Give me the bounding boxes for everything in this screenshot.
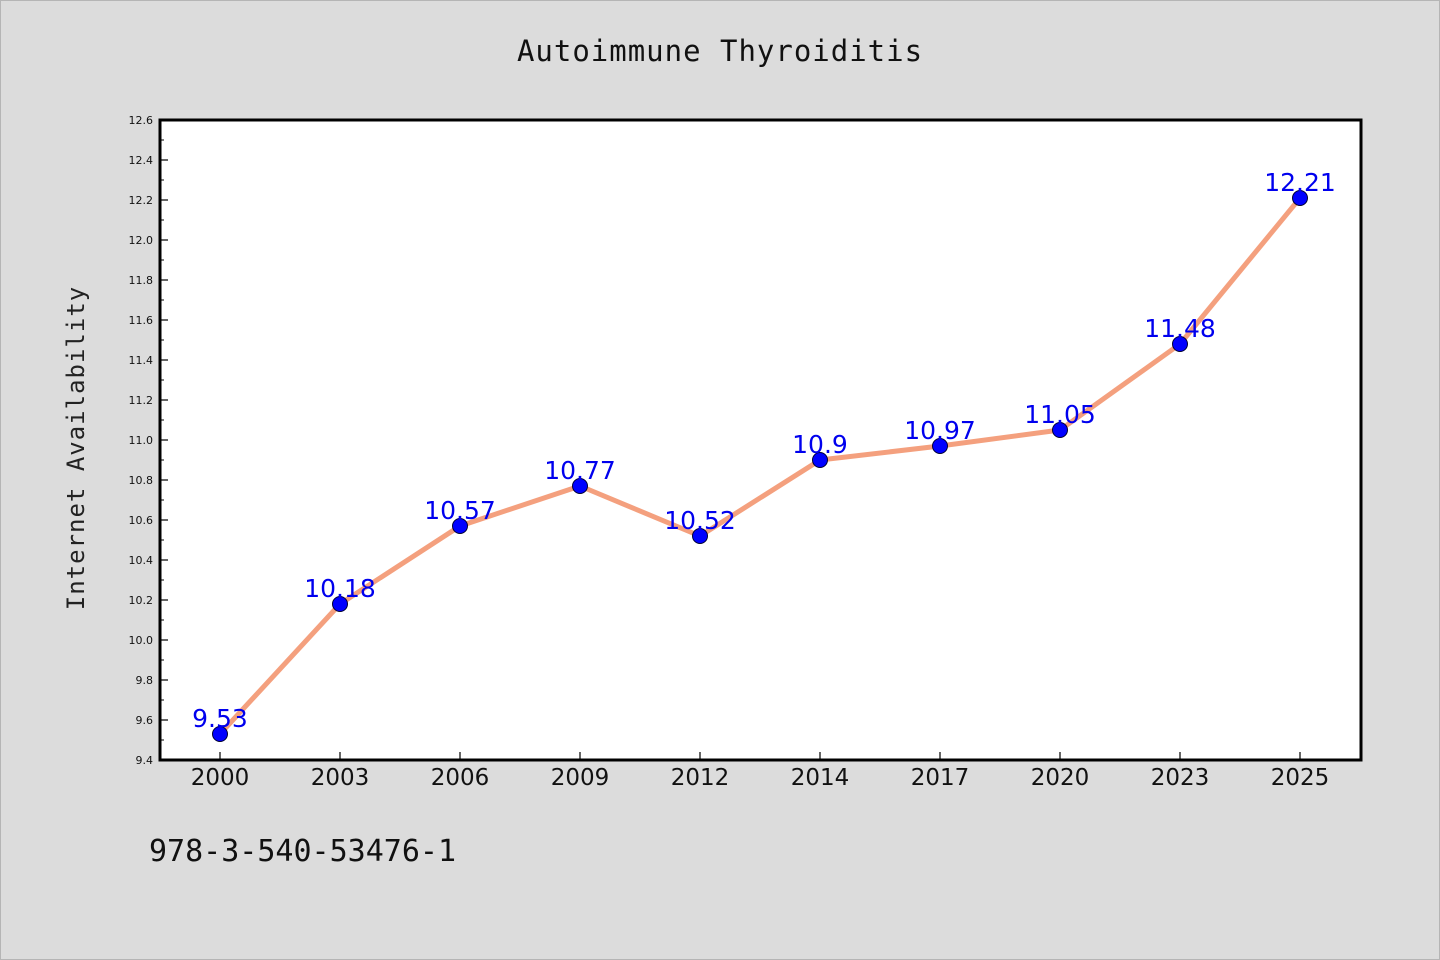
data-point	[1292, 190, 1308, 206]
x-tick-label: 2014	[791, 765, 850, 791]
data-label: 9.53	[192, 704, 248, 733]
y-tick-label: 11.2	[129, 394, 154, 407]
y-tick-label: 10.0	[129, 634, 154, 647]
series-line	[217, 195, 1303, 737]
data-point	[692, 528, 708, 544]
y-tick-label: 9.4	[136, 754, 154, 767]
y-axis-ticks: 9.4 9.6 9.8 10.0 10.2 10.4 10.6 10.8 11.0 11.2 11.…	[129, 114, 168, 767]
x-tick-label: 2012	[671, 765, 730, 791]
footer-code: 978-3-540-53476-1	[149, 834, 457, 869]
x-tick-label: 2020	[1031, 765, 1090, 791]
y-tick-label: 11.6	[129, 314, 154, 327]
y-tick-label: 10.2	[129, 594, 154, 607]
x-tick-label: 2023	[1151, 765, 1210, 791]
x-tick-label: 2017	[911, 765, 970, 791]
data-point	[212, 726, 228, 742]
y-tick-label: 11.0	[129, 434, 154, 447]
y-tick-label: 12.6	[129, 114, 154, 127]
y-tick-label: 9.6	[136, 714, 154, 727]
data-point	[1052, 422, 1068, 438]
y-tick-label: 12.0	[129, 234, 154, 247]
x-tick-label: 2025	[1271, 765, 1330, 791]
chart-title: Autoimmune Thyroiditis	[516, 34, 924, 68]
data-markers	[212, 190, 1308, 742]
data-label: 11.48	[1144, 314, 1216, 343]
data-label: 10.18	[304, 574, 376, 603]
y-tick-label: 10.6	[129, 514, 154, 527]
data-label: 10.77	[544, 456, 616, 485]
data-labels: 9.53 10.18 10.57 10.77 10.52 10.9 10.97 11.05 11…	[192, 168, 1336, 733]
data-label: 11.05	[1024, 400, 1096, 429]
data-label: 12.21	[1264, 168, 1336, 197]
x-tick-label: 2000	[191, 765, 250, 791]
plot-area	[158, 118, 1363, 762]
y-tick-label: 12.2	[129, 194, 154, 207]
data-point	[332, 596, 348, 612]
data-point	[452, 518, 468, 534]
x-tick-label: 2003	[311, 765, 370, 791]
y-tick-label: 10.8	[129, 474, 154, 487]
y-tick-label: 12.4	[129, 154, 154, 167]
x-axis-ticks: 2000 2003 2006 2009 2012 2014 2017 2020 2023 2025	[191, 752, 1330, 791]
data-point	[1172, 336, 1188, 352]
data-label: 10.57	[424, 496, 496, 525]
y-tick-label: 11.4	[129, 354, 154, 367]
data-label: 10.9	[792, 430, 848, 459]
data-point	[572, 478, 588, 494]
data-point	[812, 452, 828, 468]
x-tick-label: 2006	[431, 765, 490, 791]
data-label: 10.97	[904, 416, 976, 445]
data-label: 10.52	[664, 506, 736, 535]
data-point	[932, 438, 948, 454]
x-tick-label: 2009	[551, 765, 610, 791]
y-tick-label: 11.8	[129, 274, 154, 287]
y-tick-label: 9.8	[136, 674, 154, 687]
y-tick-label: 10.4	[129, 554, 154, 567]
